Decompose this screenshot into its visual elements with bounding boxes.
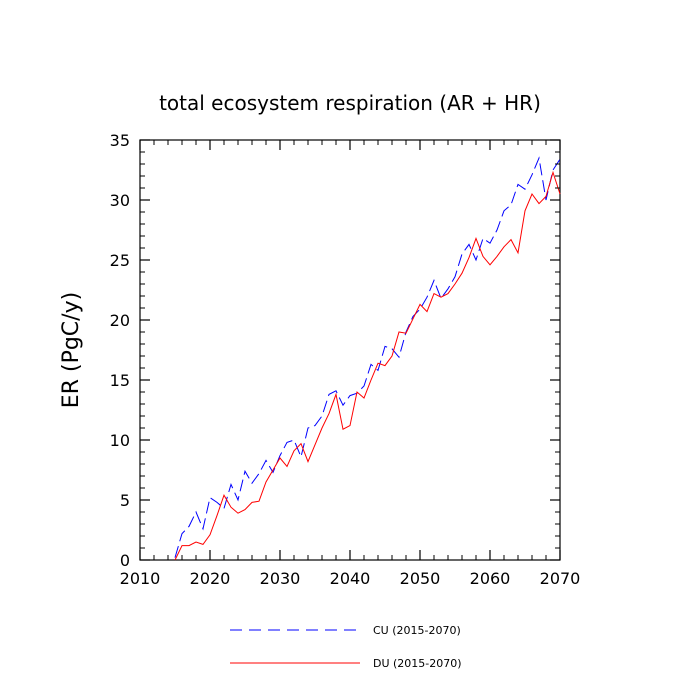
x-tick-label: 2060 <box>470 569 511 588</box>
y-tick-label: 25 <box>110 251 130 270</box>
x-tick-label: 2020 <box>190 569 231 588</box>
series-group <box>174 156 561 561</box>
y-tick-label: 5 <box>120 491 130 510</box>
series-line-cu <box>174 156 561 558</box>
y-tick-label: 30 <box>110 191 130 210</box>
plot-frame <box>139 139 561 561</box>
x-tick-label: 2030 <box>260 569 301 588</box>
x-tick-label: 2070 <box>540 569 581 588</box>
legend-label-du: DU (2015-2070) <box>373 657 462 670</box>
x-tick-label: 2050 <box>400 569 441 588</box>
y-tick-label: 20 <box>110 311 130 330</box>
chart-title: total ecosystem respiration (AR + HR) <box>159 91 541 115</box>
legend: CU (2015-2070) DU (2015-2070) <box>230 624 462 670</box>
x-tick-label: 2040 <box>330 569 371 588</box>
legend-label-cu: CU (2015-2070) <box>373 624 461 637</box>
y-tick-label: 10 <box>110 431 130 450</box>
ticks-group <box>139 139 561 561</box>
y-tick-label: 15 <box>110 371 130 390</box>
plot-area <box>139 139 561 561</box>
x-tick-label: 2010 <box>120 569 161 588</box>
y-tick-label: 0 <box>120 551 130 570</box>
tick-labels: 2010 2020 2030 2040 2050 2060 2070 0 5 10 15 20 25 30… <box>110 131 581 588</box>
y-tick-label: 35 <box>110 131 130 150</box>
y-axis-label: ER (PgC/y) <box>59 292 84 408</box>
series-line-du <box>174 170 561 561</box>
